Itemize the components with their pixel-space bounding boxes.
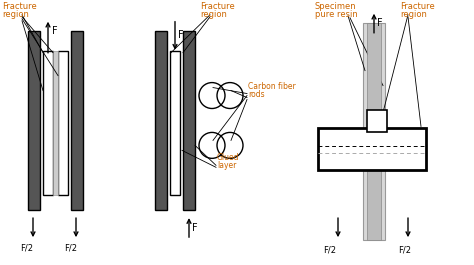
Bar	[367, 23, 381, 240]
Text: region: region	[400, 10, 427, 19]
Text: F: F	[192, 223, 198, 233]
Text: Carbon fiber: Carbon fiber	[248, 82, 296, 91]
Text: F: F	[52, 26, 58, 36]
Bar	[363, 23, 385, 240]
Text: pure resin: pure resin	[315, 10, 358, 19]
Bar	[155, 31, 167, 210]
Bar	[170, 51, 180, 195]
Text: F/2: F/2	[20, 244, 33, 253]
Text: F: F	[178, 30, 183, 40]
Text: Glued: Glued	[217, 153, 239, 162]
Text: Specimen: Specimen	[315, 2, 356, 11]
Text: F/2: F/2	[323, 246, 336, 255]
Text: Fracture: Fracture	[400, 2, 435, 11]
Bar	[58, 51, 68, 195]
Text: rods: rods	[248, 90, 264, 99]
Text: F/2: F/2	[64, 244, 77, 253]
Bar	[28, 31, 40, 210]
Bar	[367, 111, 387, 132]
Bar	[71, 31, 83, 210]
Text: Fracture: Fracture	[200, 2, 235, 11]
Bar	[53, 51, 58, 195]
Text: region: region	[200, 10, 227, 19]
Bar	[318, 129, 426, 170]
Text: region: region	[2, 10, 29, 19]
Bar	[183, 31, 195, 210]
Text: F: F	[377, 18, 383, 28]
Text: layer: layer	[217, 161, 237, 170]
Bar	[43, 51, 53, 195]
Text: Fracture: Fracture	[2, 2, 37, 11]
Text: F/2: F/2	[398, 246, 411, 255]
